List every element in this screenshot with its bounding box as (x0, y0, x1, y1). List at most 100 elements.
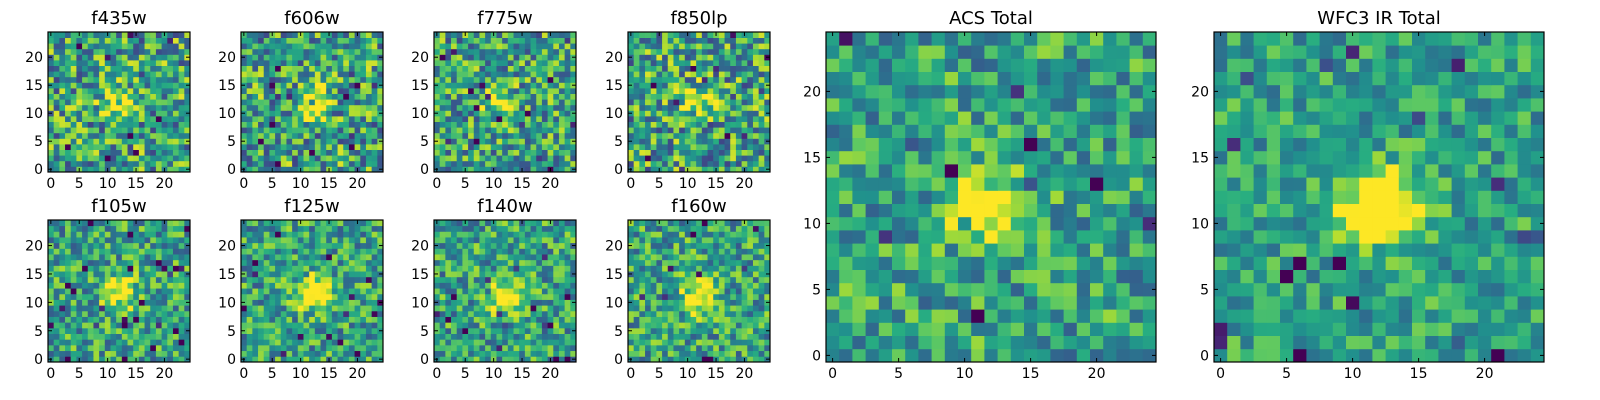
heatmap-cell (326, 104, 333, 111)
heatmap-cell (252, 288, 259, 295)
heatmap-cell (178, 71, 185, 78)
heatmap-cell (172, 138, 180, 145)
heatmap-cell (167, 48, 174, 55)
heatmap-cell (878, 230, 893, 244)
heatmap-cell (241, 339, 248, 346)
heatmap-cell (462, 339, 469, 346)
heatmap-cell (485, 339, 492, 346)
heatmap-cell (564, 276, 571, 283)
heatmap-cell (724, 60, 731, 66)
heatmap-cell (490, 333, 497, 340)
heatmap-cell (144, 339, 151, 346)
heatmap-cell (633, 149, 640, 156)
heatmap-cell (944, 282, 959, 297)
heatmap-cell (121, 322, 128, 329)
heatmap-cell (650, 110, 657, 117)
heatmap-cell (377, 225, 384, 232)
heatmap-cell (918, 111, 932, 125)
heatmap-cell (337, 48, 344, 55)
heatmap-cell (570, 93, 577, 100)
heatmap-cell (360, 220, 367, 227)
heatmap-cell (133, 333, 140, 340)
heatmap-cell (82, 149, 89, 156)
heatmap-cell (258, 333, 265, 340)
heatmap-cell (150, 99, 157, 106)
heatmap-cell (839, 84, 853, 99)
heatmap-cell (127, 322, 134, 329)
heatmap-cell (377, 254, 384, 261)
heatmap-cell (138, 356, 145, 363)
heatmap-cell (320, 344, 327, 352)
heatmap-cell (1076, 45, 1091, 59)
heatmap-cell (650, 144, 657, 150)
heatmap-cell (99, 265, 106, 272)
heatmap-cell (679, 132, 686, 139)
heatmap-cell (343, 344, 350, 352)
heatmap-cell (451, 116, 458, 122)
heatmap-cell (155, 76, 162, 83)
heatmap-cell (59, 327, 66, 334)
heatmap-cell (667, 32, 674, 38)
heatmap-cell (1142, 137, 1157, 152)
heatmap-cell (570, 322, 577, 329)
heatmap-cell (451, 121, 458, 128)
heatmap-cell (59, 160, 66, 167)
heatmap-cell (275, 43, 282, 50)
heatmap-cell (172, 99, 180, 106)
heatmap-cell (490, 327, 497, 334)
heatmap-cell (741, 104, 748, 111)
heatmap-cell (150, 327, 157, 334)
heatmap-cell (519, 350, 526, 357)
heatmap-cell (524, 104, 531, 111)
heatmap-cell (161, 60, 168, 66)
heatmap-cell (1063, 111, 1078, 125)
heatmap-cell (997, 243, 1012, 257)
heatmap-cell (337, 37, 344, 44)
heatmap-cell (662, 149, 669, 156)
heatmap-cell (1103, 309, 1117, 323)
heatmap-cell (309, 316, 316, 323)
heatmap-cell (639, 138, 646, 145)
heatmap-cell (918, 84, 932, 99)
heatmap-cell (99, 76, 106, 83)
heatmap-cell (314, 88, 321, 94)
heatmap-cell (513, 316, 520, 323)
heatmap-cell (292, 327, 299, 334)
heatmap-cell (1024, 111, 1038, 125)
heatmap-cell (496, 132, 503, 139)
heatmap-cell (337, 138, 344, 145)
heatmap-cell (286, 305, 293, 312)
heatmap-cell (155, 99, 162, 106)
heatmap-cell (713, 104, 720, 111)
heatmap-cell (150, 248, 157, 255)
heatmap-cell (365, 32, 373, 38)
heatmap-cell (1024, 203, 1038, 218)
heatmap-cell (479, 333, 486, 340)
heatmap-cell (507, 132, 514, 139)
heatmap-cell (541, 310, 548, 317)
heatmap-cell (93, 237, 100, 244)
heatmap-cell (354, 327, 361, 334)
heatmap-cell (564, 121, 571, 128)
heatmap-cell (70, 116, 77, 122)
heatmap-cell (1129, 190, 1144, 204)
heatmap-cell (496, 155, 503, 162)
heatmap-cell (1063, 58, 1078, 72)
heatmap-cell (570, 65, 577, 72)
heatmap-cell (752, 144, 760, 150)
heatmap-cell (303, 43, 310, 50)
heatmap-cell (439, 271, 446, 278)
heatmap-cell (507, 282, 514, 289)
heatmap-cell (524, 76, 531, 83)
heatmap-cell (473, 37, 480, 44)
heatmap-cell (326, 276, 333, 283)
heatmap-cell (564, 88, 571, 94)
heatmap-cell (479, 60, 486, 66)
heatmap-cell (76, 276, 83, 283)
heatmap-cell (490, 316, 497, 323)
heatmap-cell (878, 71, 893, 86)
heatmap-cell (360, 276, 367, 283)
heatmap-cell (337, 127, 344, 134)
heatmap-cell (439, 37, 446, 44)
heatmap-cell (536, 104, 543, 111)
